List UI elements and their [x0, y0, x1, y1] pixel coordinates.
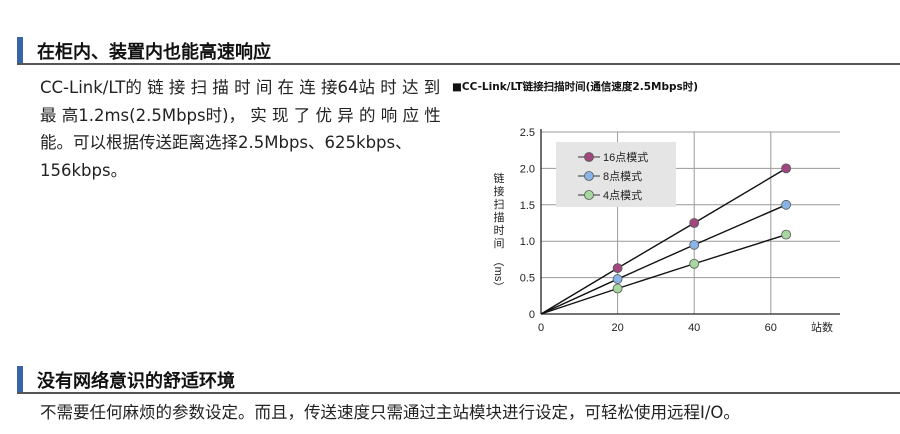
y-tick-label: 0 — [529, 309, 535, 321]
chart-title: ■CC-Link/LT链接扫描时间(通信速度2.5Mbps时) — [452, 81, 699, 93]
x-tick-label: 60 — [765, 322, 777, 334]
legend-label: 16点模式 — [603, 151, 648, 164]
legend-label: 4点模式 — [603, 189, 642, 202]
series-line — [540, 167, 787, 315]
legend-marker — [584, 171, 594, 181]
section-body: CC-Link/LT的 链 接 扫 描 时 间 在 连 接64站 时 达 到 最… — [40, 74, 441, 184]
legend-label: 8点模式 — [603, 170, 642, 183]
legend-marker — [584, 152, 594, 162]
section-title: 在柜内、装置内也能高速响应 — [37, 42, 271, 63]
y-axis-label: 描 — [494, 210, 505, 224]
data-point — [689, 218, 700, 228]
section-body: 不需要任何麻烦的参数设定。而且，传送速度只需通过主站模块进行设定，可轻松使用远程… — [40, 403, 740, 422]
data-point — [612, 274, 623, 284]
y-axis-label-unit: （ms） — [492, 256, 505, 293]
data-point — [612, 283, 623, 294]
y-tick-label: 2.0 — [520, 163, 535, 175]
y-axis-label: 时 — [494, 224, 505, 237]
data-point — [612, 263, 623, 274]
x-tick-label: 20 — [611, 322, 623, 334]
data-point — [781, 229, 792, 240]
x-tick-label: 0 — [538, 322, 544, 334]
section-title: 没有网络意识的舒适环境 — [37, 371, 235, 392]
data-point — [689, 239, 700, 250]
data-point — [781, 199, 792, 210]
y-tick-label: 1.5 — [520, 200, 535, 212]
accent-bar — [17, 366, 23, 392]
x-axis-label: 站数 — [811, 320, 833, 334]
legend-marker — [584, 190, 594, 200]
y-tick-label: 0.5 — [520, 273, 535, 285]
legend-box — [556, 142, 676, 207]
section-header-high-speed: 在柜内、装置内也能高速响应 — [17, 37, 900, 65]
y-axis-label: 扫 — [494, 198, 505, 211]
body-line: 156kbps。 — [40, 160, 128, 180]
y-axis-label: 接 — [494, 185, 505, 198]
section-header-network: 没有网络意识的舒适环境 — [17, 366, 900, 394]
body-line: CC-Link/LT的 链 接 扫 描 时 间 在 连 接64站 时 达 到 — [40, 78, 441, 97]
y-axis-label: 链 — [494, 171, 505, 185]
data-point — [781, 163, 792, 174]
data-point — [689, 258, 700, 269]
y-axis-label: 间 — [494, 237, 505, 250]
series-line — [540, 233, 787, 315]
body-line: 最 高1.2ms(2.5Mbps时)， 实 现 了 优 异 的 响 应 性 — [40, 105, 441, 125]
y-tick-label: 1.0 — [520, 236, 535, 248]
series-line — [540, 204, 787, 315]
body-line: 能。可以根据传送距离选择2.5Mbps、625kbps、 — [40, 133, 412, 152]
accent-bar — [17, 37, 23, 63]
x-tick-label: 40 — [688, 322, 700, 334]
y-tick-label: 2.5 — [520, 127, 535, 139]
